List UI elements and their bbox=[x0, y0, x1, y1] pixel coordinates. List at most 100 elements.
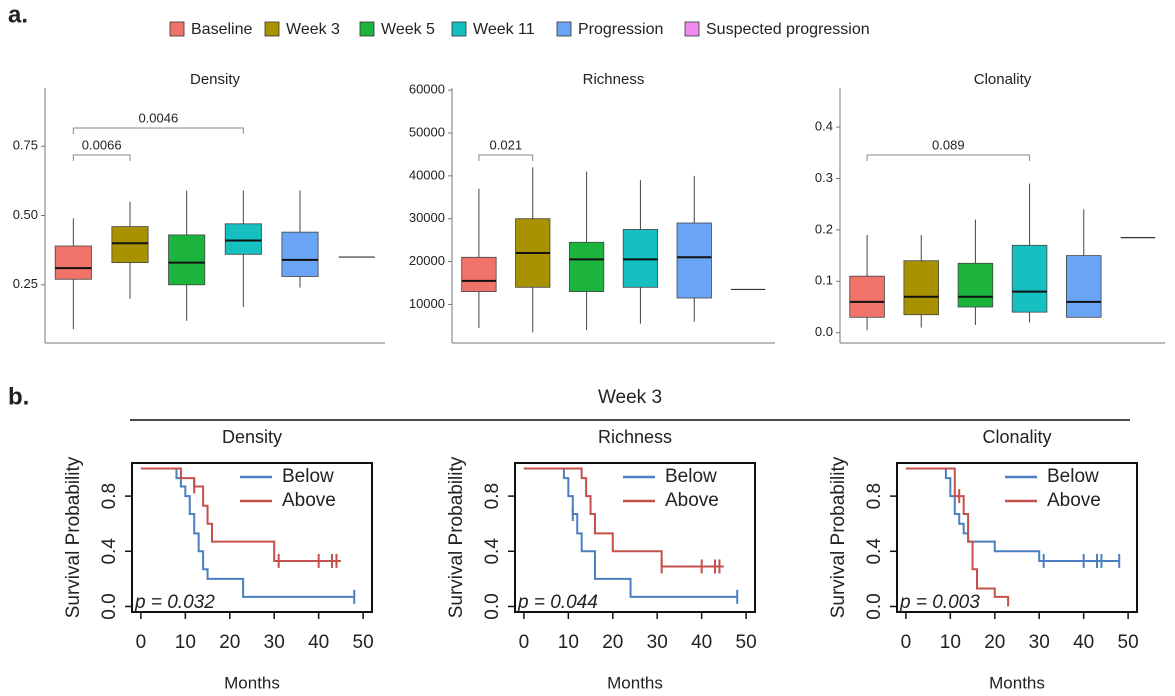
y-tick-label: 40000 bbox=[409, 167, 445, 182]
survival-curve bbox=[523, 467, 738, 598]
legend-label: Progression bbox=[578, 21, 663, 38]
x-axis-label: Months bbox=[224, 673, 280, 692]
plot-frame bbox=[514, 462, 756, 613]
x-tick-label: 0 bbox=[519, 632, 530, 653]
x-axis-label: Months bbox=[607, 673, 663, 692]
y-tick-label: 0.50 bbox=[13, 207, 38, 222]
x-tick-label: 10 bbox=[940, 632, 961, 653]
y-tick-label: 0.2 bbox=[815, 221, 833, 236]
box bbox=[903, 260, 939, 316]
p-value: p = 0.003 bbox=[899, 592, 980, 613]
y-tick-label: 0.8 bbox=[482, 483, 503, 509]
y-tick-label: 0.4 bbox=[864, 538, 885, 565]
legend-label: Week 5 bbox=[381, 21, 435, 38]
p-value: p = 0.044 bbox=[517, 592, 598, 613]
y-tick-label: 0.8 bbox=[864, 483, 885, 509]
legend-label: Week 11 bbox=[473, 21, 535, 38]
y-tick-label: 50000 bbox=[409, 124, 445, 139]
x-tick-label: 30 bbox=[1029, 632, 1050, 653]
x-tick-label: 40 bbox=[691, 632, 712, 653]
plot-frame bbox=[131, 462, 373, 613]
box bbox=[224, 223, 262, 255]
x-tick-label: 50 bbox=[736, 632, 757, 653]
y-tick-label: 10000 bbox=[409, 296, 445, 311]
bracket bbox=[72, 154, 131, 161]
box bbox=[54, 245, 92, 280]
x-tick-label: 40 bbox=[308, 632, 329, 653]
chart-title: Richness bbox=[598, 427, 672, 447]
y-axis-label: Survival Probability bbox=[63, 456, 84, 618]
x-axis-label: Months bbox=[989, 673, 1045, 692]
legend-swatch bbox=[359, 21, 375, 37]
legend-swatch bbox=[169, 21, 185, 37]
panel-label: b. bbox=[8, 383, 29, 410]
y-tick-label: 0.4 bbox=[482, 538, 503, 565]
legend-swatch bbox=[684, 21, 700, 37]
box bbox=[849, 275, 885, 318]
box bbox=[168, 234, 206, 286]
x-tick-label: 0 bbox=[136, 632, 147, 653]
chart-title: Clonality bbox=[982, 427, 1051, 447]
x-tick-label: 50 bbox=[353, 632, 374, 653]
bracket bbox=[478, 154, 534, 161]
legend-label: Above bbox=[1047, 490, 1101, 511]
legend-label: Above bbox=[665, 490, 719, 511]
chart-title: Richness bbox=[583, 71, 645, 88]
bracket bbox=[866, 154, 1031, 161]
box bbox=[676, 222, 712, 299]
survival-curve bbox=[140, 467, 355, 598]
y-tick-label: 0.25 bbox=[13, 276, 38, 291]
legend-swatch bbox=[264, 21, 280, 37]
box bbox=[568, 241, 605, 292]
survival-curve bbox=[140, 467, 341, 562]
box bbox=[111, 226, 149, 264]
section-title: Week 3 bbox=[598, 387, 662, 408]
legend-label: Baseline bbox=[191, 21, 252, 38]
chart-title: Density bbox=[222, 427, 282, 447]
bracket-label: 0.0046 bbox=[138, 110, 178, 125]
box bbox=[1066, 255, 1102, 318]
y-tick-label: 0.0 bbox=[482, 593, 503, 619]
y-axis-label: Survival Probability bbox=[828, 456, 849, 618]
y-tick-label: 60000 bbox=[409, 82, 445, 97]
survival-curve bbox=[905, 467, 1120, 562]
legend-label: Suspected progression bbox=[706, 21, 870, 38]
y-tick-label: 20000 bbox=[409, 253, 445, 268]
bracket-label: 0.021 bbox=[490, 137, 523, 152]
y-tick-label: 0.75 bbox=[13, 138, 38, 153]
chart-title: Clonality bbox=[974, 71, 1032, 88]
y-tick-label: 0.1 bbox=[815, 273, 833, 288]
chart-title: Density bbox=[190, 71, 241, 88]
x-tick-label: 10 bbox=[175, 632, 196, 653]
x-tick-label: 0 bbox=[901, 632, 912, 653]
bracket-label: 0.089 bbox=[932, 137, 965, 152]
p-value: p = 0.032 bbox=[134, 592, 215, 613]
x-tick-label: 20 bbox=[984, 632, 1005, 653]
x-tick-label: 20 bbox=[219, 632, 240, 653]
box bbox=[461, 256, 497, 292]
survival-curve bbox=[905, 467, 1010, 607]
bracket bbox=[72, 127, 244, 134]
x-tick-label: 40 bbox=[1073, 632, 1094, 653]
x-tick-label: 20 bbox=[602, 632, 623, 653]
box bbox=[622, 229, 659, 288]
y-tick-label: 0.4 bbox=[815, 119, 833, 134]
y-tick-label: 0.0 bbox=[815, 324, 833, 339]
legend-label: Below bbox=[282, 466, 334, 487]
x-tick-label: 10 bbox=[558, 632, 579, 653]
bracket-label: 0.0066 bbox=[82, 137, 122, 152]
legend-label: Below bbox=[665, 466, 717, 487]
box bbox=[1011, 244, 1048, 313]
panel-label: a. bbox=[8, 1, 28, 28]
y-tick-label: 0.3 bbox=[815, 170, 833, 185]
box bbox=[957, 262, 994, 308]
x-tick-label: 50 bbox=[1118, 632, 1139, 653]
y-tick-label: 0.4 bbox=[99, 538, 120, 565]
x-tick-label: 30 bbox=[647, 632, 668, 653]
survival-curve bbox=[523, 467, 724, 568]
y-tick-label: 0.0 bbox=[99, 593, 120, 619]
y-tick-label: 0.8 bbox=[99, 483, 120, 509]
legend-label: Above bbox=[282, 490, 336, 511]
legend-label: Week 3 bbox=[286, 21, 340, 38]
